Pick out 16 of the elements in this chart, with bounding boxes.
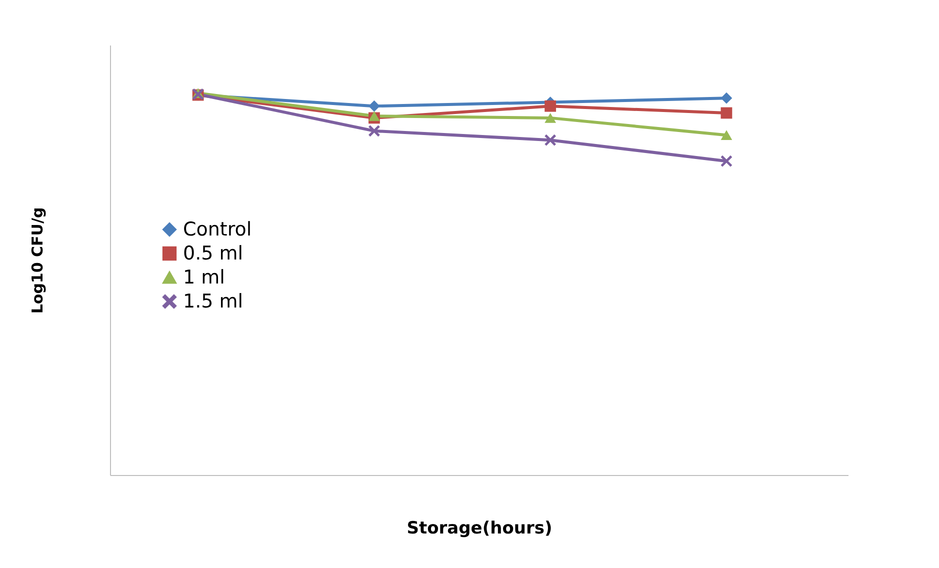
point (720, 130, 732, 140)
point (720, 107, 732, 119)
legend-label: Control (183, 218, 252, 240)
legend-label: 0.5 ml (183, 242, 244, 264)
point (544, 113, 556, 123)
legend-label: 1.5 ml (183, 290, 244, 312)
point (368, 100, 380, 112)
point (720, 92, 732, 104)
point (544, 134, 556, 146)
point (368, 111, 380, 121)
legend-label: 1 ml (183, 266, 225, 288)
y-axis-title: Log10 CFU/g (28, 207, 46, 314)
point (720, 155, 732, 167)
point (544, 100, 556, 112)
x-axis-title: Storage(hours) (406, 518, 552, 538)
point (368, 125, 380, 137)
